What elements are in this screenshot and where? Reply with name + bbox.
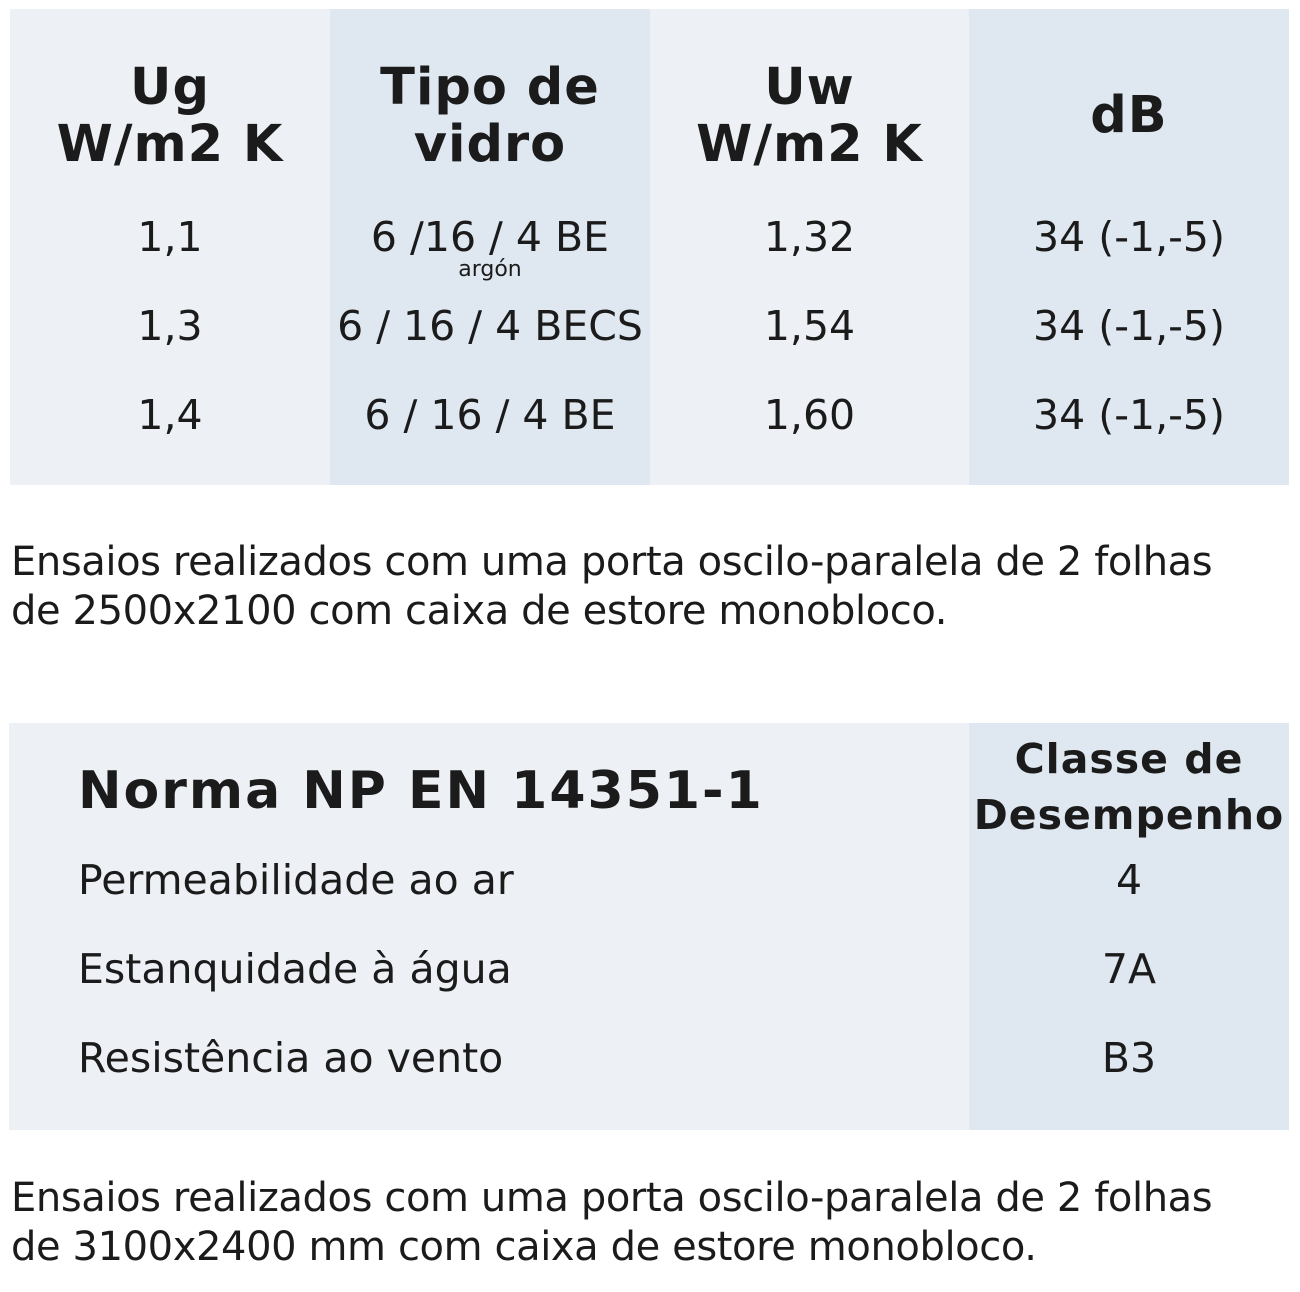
column-header-ug: Ug W/m2 K <box>56 57 284 174</box>
column-db: dB 34 (-1,-5) 34 (-1,-5) 34 (-1,-5) <box>969 9 1289 485</box>
cell-class-value: 4 <box>1115 856 1143 904</box>
cell-glass-type: 6 /16 / 4 BE <box>370 213 610 261</box>
cell-uw: 1,60 <box>763 391 856 439</box>
cell-db: 34 (-1,-5) <box>1033 213 1225 261</box>
row-label-water-tightness: Estanquidade à água <box>78 945 512 993</box>
test-note: Ensaios realizados com uma porta oscilo-… <box>11 539 1213 634</box>
cell-glass-type: 6 / 16 / 4 BE <box>364 391 616 439</box>
performance-table: Ug W/m2 K 1,1 1,3 1,4 Tipo de vidro 6 /16 … <box>10 9 1289 485</box>
column-header-db: dB <box>1090 86 1168 145</box>
column-performance-class: Classe de Desempenho 4 7A B3 <box>969 723 1289 1130</box>
glass-note: argón <box>458 257 522 282</box>
cell-uw: 1,32 <box>763 213 856 261</box>
standard-title: Norma NP EN 14351-1 <box>78 761 764 821</box>
cell-ug: 1,4 <box>137 391 203 439</box>
cell-ug: 1,1 <box>137 213 203 261</box>
row-label-wind-resistance: Resistência ao vento <box>78 1034 504 1082</box>
cell-glass-type: 6 / 16 / 4 BECS <box>337 302 643 350</box>
test-note: Ensaios realizados com uma porta oscilo-… <box>11 1175 1213 1270</box>
cell-db: 34 (-1,-5) <box>1033 391 1225 439</box>
cell-ug: 1,3 <box>137 302 203 350</box>
column-glass-type: Tipo de vidro 6 /16 / 4 BE argón 6 / 16 /… <box>330 9 650 485</box>
row-label-air-permeability: Permeabilidade ao ar <box>78 856 514 904</box>
cell-class-value: 7A <box>1101 945 1157 993</box>
standard-table: Norma NP EN 14351-1 Permeabilidade ao ar… <box>9 723 1289 1130</box>
cell-uw: 1,54 <box>763 302 856 350</box>
column-uw: Uw W/m2 K 1,32 1,54 1,60 <box>650 9 969 485</box>
column-header-performance-class: Classe de Desempenho <box>973 735 1285 839</box>
column-header-glass-type: Tipo de vidro <box>380 57 600 174</box>
cell-class-value: B3 <box>1101 1034 1157 1082</box>
column-ug: Ug W/m2 K 1,1 1,3 1,4 <box>10 9 330 485</box>
column-header-uw: Uw W/m2 K <box>696 57 923 174</box>
cell-db: 34 (-1,-5) <box>1033 302 1225 350</box>
